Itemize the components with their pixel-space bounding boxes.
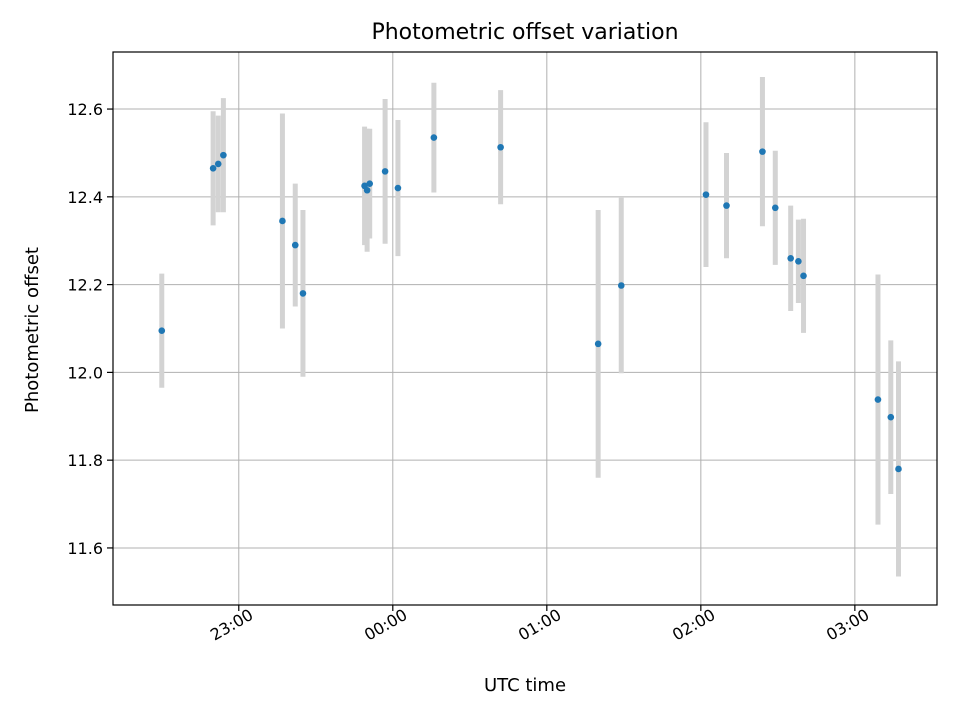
data-point xyxy=(366,180,373,187)
data-point xyxy=(158,327,166,334)
data-point xyxy=(759,148,766,155)
data-point xyxy=(363,186,371,194)
data-point xyxy=(887,413,895,421)
plot-frame xyxy=(112,51,938,606)
data-point xyxy=(723,202,730,209)
data-point xyxy=(874,396,882,403)
y-axis-label: Photometric offset xyxy=(22,247,43,413)
y-tick-label: 12.4 xyxy=(67,188,103,207)
y-tick-label: 12.2 xyxy=(67,276,103,295)
chart-title: Photometric offset variation xyxy=(371,20,678,45)
y-tick-label: 11.8 xyxy=(67,451,103,470)
data-point xyxy=(394,184,402,192)
data-point xyxy=(800,272,807,280)
data-point xyxy=(594,340,602,348)
data-point xyxy=(497,143,504,151)
y-tick-label: 11.6 xyxy=(67,539,103,558)
y-axis-ticks: 11.6 11.8 12.0 12.2 12.4 12.6 xyxy=(67,100,113,558)
data-point xyxy=(279,217,286,225)
data-point xyxy=(220,151,227,159)
data-point xyxy=(381,168,389,175)
y-tick-label: 12.6 xyxy=(67,100,103,119)
data-point xyxy=(771,204,779,212)
y-tick-label: 12.0 xyxy=(67,363,103,382)
data-points xyxy=(158,134,902,473)
data-point xyxy=(291,241,299,249)
data-point xyxy=(787,254,794,262)
data-point xyxy=(895,465,902,473)
data-point xyxy=(209,165,217,172)
data-point xyxy=(214,160,222,168)
x-axis-label: UTC time xyxy=(484,675,566,696)
data-point xyxy=(430,134,438,141)
data-point xyxy=(617,282,625,289)
data-point xyxy=(702,191,710,198)
data-point xyxy=(299,290,307,297)
grid xyxy=(113,52,937,605)
data-point xyxy=(795,258,802,265)
